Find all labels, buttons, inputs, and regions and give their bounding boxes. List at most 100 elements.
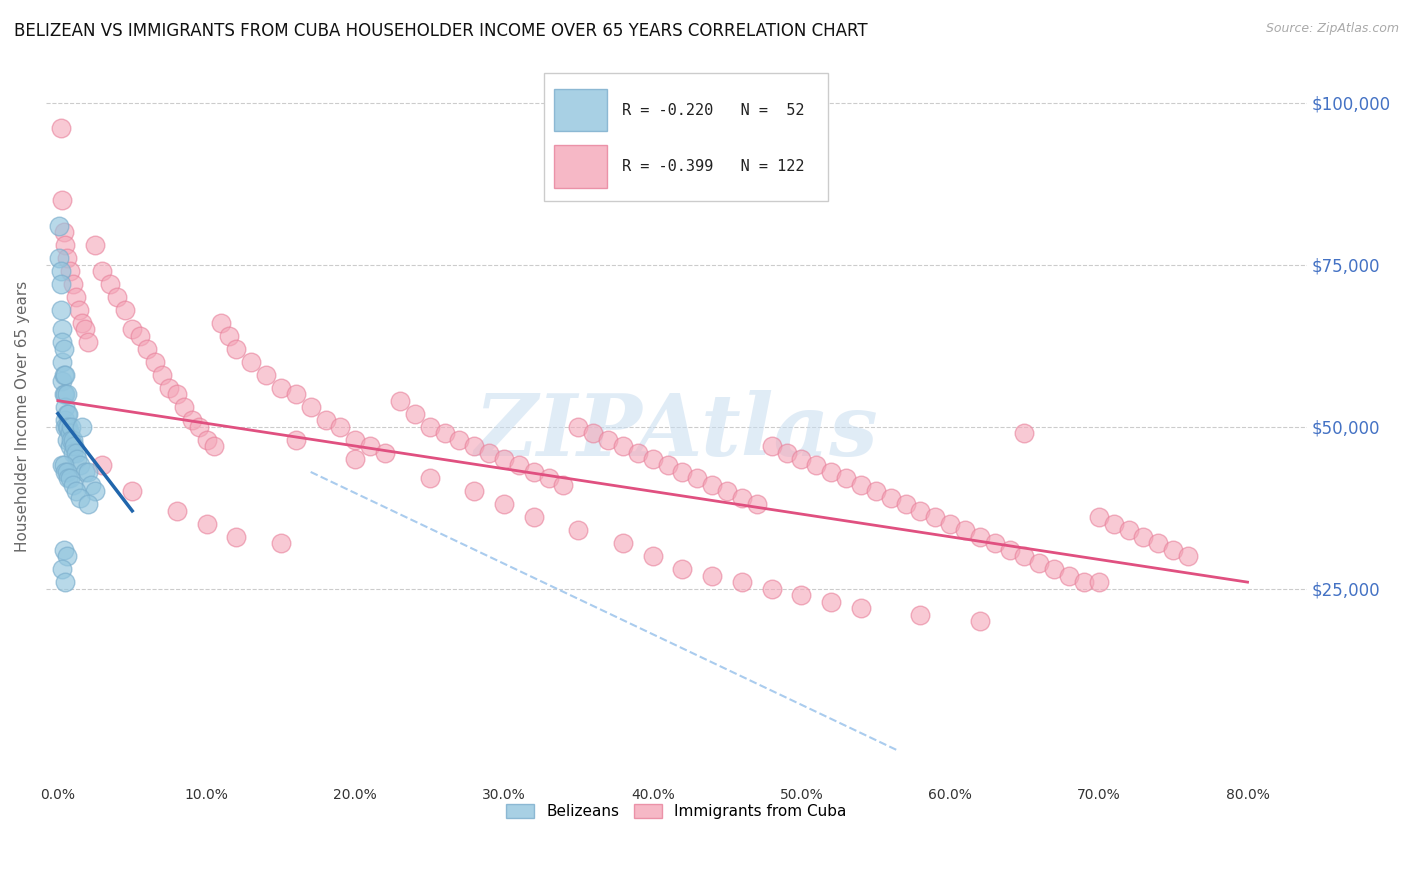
Point [344, 452, 367, 467]
FancyBboxPatch shape [544, 72, 828, 201]
Point [315, 413, 337, 427]
Point [1073, 575, 1095, 590]
Point [150, 368, 173, 382]
Point [173, 400, 195, 414]
Point [59, 439, 82, 453]
Point [924, 510, 946, 524]
Point [56, 407, 79, 421]
Point [51, 335, 73, 350]
Point [67, 302, 90, 317]
Point [49, 121, 72, 136]
Point [657, 458, 679, 473]
Point [910, 504, 932, 518]
Point [51, 193, 73, 207]
Point [419, 419, 441, 434]
Point [553, 478, 575, 492]
Point [52, 368, 75, 382]
Point [225, 530, 247, 544]
Point [69, 491, 91, 505]
Point [731, 491, 754, 505]
Point [686, 471, 709, 485]
Point [180, 413, 202, 427]
Point [939, 516, 962, 531]
Point [59, 264, 82, 278]
Point [121, 484, 143, 499]
Point [48, 251, 70, 265]
Text: Source: ZipAtlas.com: Source: ZipAtlas.com [1265, 22, 1399, 36]
Point [894, 497, 917, 511]
Point [56, 465, 79, 479]
Point [136, 342, 159, 356]
Point [49, 302, 72, 317]
Point [65, 484, 87, 499]
Point [51, 458, 73, 473]
Point [53, 238, 76, 252]
Point [48, 219, 70, 233]
Legend: Belizeans, Immigrants from Cuba: Belizeans, Immigrants from Cuba [499, 797, 855, 827]
Point [254, 368, 277, 382]
Point [612, 536, 634, 550]
Point [492, 497, 515, 511]
Point [1161, 542, 1184, 557]
Point [195, 433, 218, 447]
Point [70, 419, 93, 434]
Point [52, 542, 75, 557]
Point [84, 238, 107, 252]
Text: ZIPAtlas: ZIPAtlas [475, 390, 879, 474]
Point [299, 400, 322, 414]
Point [1132, 530, 1154, 544]
Point [612, 439, 634, 453]
Point [166, 504, 188, 518]
Point [76, 465, 98, 479]
Point [567, 523, 589, 537]
Point [84, 484, 107, 499]
Point [761, 439, 783, 453]
Point [53, 413, 76, 427]
Point [51, 355, 73, 369]
Point [240, 355, 263, 369]
Point [60, 419, 83, 434]
Point [1177, 549, 1199, 564]
Point [374, 445, 396, 459]
Point [76, 335, 98, 350]
Text: BELIZEAN VS IMMIGRANTS FROM CUBA HOUSEHOLDER INCOME OVER 65 YEARS CORRELATION CH: BELIZEAN VS IMMIGRANTS FROM CUBA HOUSEHO… [14, 22, 868, 40]
Point [969, 614, 991, 628]
Point [56, 419, 79, 434]
Point [806, 458, 828, 473]
Point [225, 342, 247, 356]
Point [671, 562, 693, 576]
Point [745, 497, 768, 511]
Point [849, 601, 872, 615]
Point [1102, 516, 1125, 531]
Point [53, 575, 76, 590]
Point [582, 425, 605, 440]
Point [218, 329, 240, 343]
Point [166, 387, 188, 401]
Point [523, 510, 546, 524]
Point [284, 433, 307, 447]
Point [105, 290, 128, 304]
Point [1147, 536, 1170, 550]
Point [1014, 425, 1036, 440]
Point [66, 452, 89, 467]
Point [53, 419, 76, 434]
Point [433, 425, 456, 440]
Point [344, 433, 367, 447]
Point [56, 549, 79, 564]
Point [91, 264, 114, 278]
Point [790, 588, 813, 602]
Point [671, 465, 693, 479]
Point [1118, 523, 1140, 537]
Point [62, 478, 84, 492]
Point [270, 536, 292, 550]
Point [537, 471, 560, 485]
Point [59, 425, 82, 440]
Point [596, 433, 619, 447]
Point [775, 445, 797, 459]
Point [879, 491, 901, 505]
Point [761, 582, 783, 596]
Point [910, 607, 932, 622]
Point [53, 368, 76, 382]
Point [59, 471, 82, 485]
Point [1088, 510, 1111, 524]
